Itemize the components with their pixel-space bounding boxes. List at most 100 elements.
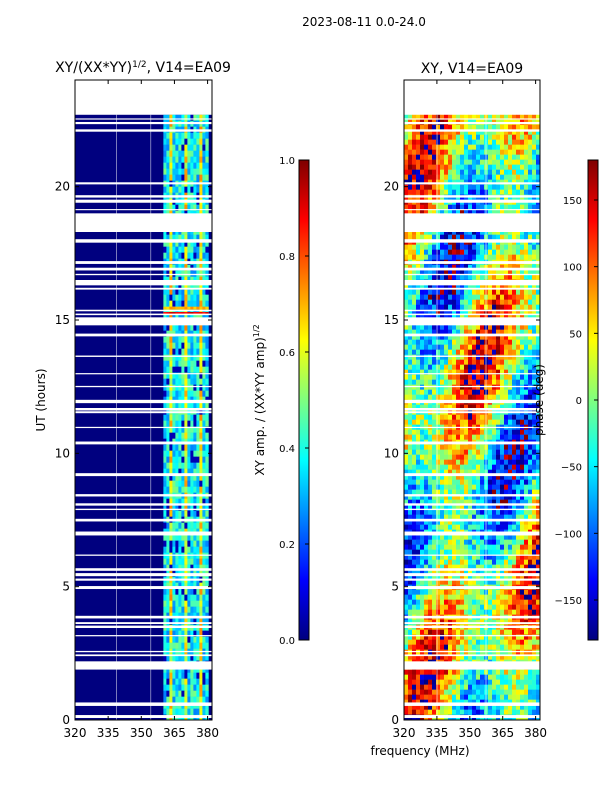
heatmap-cell (181, 157, 184, 163)
heatmap-cell (202, 559, 205, 565)
heatmap-cell (532, 145, 536, 150)
heatmap-cell (476, 480, 480, 485)
heatmap-cell (412, 160, 416, 165)
heatmap-cell (190, 541, 193, 547)
heatmap-cell (172, 457, 175, 463)
heatmap-cell (488, 385, 492, 390)
heatmap-cell (500, 275, 504, 280)
heatmap-cell (416, 145, 420, 150)
heatmap-cell (205, 325, 208, 331)
heatmap-cell (169, 637, 172, 643)
heatmap-cell (512, 190, 516, 195)
heatmap-cell (181, 553, 184, 559)
heatmap-cell (172, 253, 175, 259)
heatmap-cell (472, 420, 476, 425)
heatmap-cell (460, 340, 464, 345)
heatmap-cell (184, 559, 187, 565)
heatmap-cell (532, 305, 536, 310)
heatmap-cell (193, 301, 196, 307)
heatmap-cell (178, 523, 181, 529)
heatmap-cell (448, 290, 452, 295)
heatmap-cell (452, 300, 456, 305)
flagged-row (75, 442, 212, 443)
heatmap-cell (444, 175, 448, 180)
heatmap-cell (187, 379, 190, 385)
heatmap-cell (480, 375, 484, 380)
heatmap-cell (480, 465, 484, 470)
heatmap-cell (512, 185, 516, 190)
heatmap-cell (169, 679, 172, 685)
heatmap-cell (178, 685, 181, 691)
heatmap-cell (496, 275, 500, 280)
heatmap-cell (468, 415, 472, 420)
heatmap-cell (440, 465, 444, 470)
heatmap-cell (205, 535, 208, 541)
heatmap-cell (196, 535, 199, 541)
heatmap-cell (460, 535, 464, 540)
heatmap-cell (404, 135, 408, 140)
heatmap-cell (190, 343, 193, 349)
heatmap-cell (416, 190, 420, 195)
heatmap-cell (428, 250, 432, 255)
heatmap-cell (166, 451, 169, 457)
heatmap-cell (169, 385, 172, 391)
heatmap-cell (480, 485, 484, 490)
heatmap-cell (516, 465, 520, 470)
heatmap-cell (524, 510, 528, 515)
heatmap-cell (181, 619, 184, 625)
heatmap-cell (476, 435, 480, 440)
heatmap-cell (416, 465, 420, 470)
colorbar-tick-label: 0.2 (279, 540, 295, 551)
heatmap-cell (488, 355, 492, 360)
heatmap-cell (472, 350, 476, 355)
heatmap-cell (202, 301, 205, 307)
heatmap-cell (404, 300, 408, 305)
heatmap-cell (508, 450, 512, 455)
heatmap-cell (175, 367, 178, 373)
heatmap-cell (440, 135, 444, 140)
heatmap-cell (472, 430, 476, 435)
heatmap-cell (184, 385, 187, 391)
heatmap-cell (181, 175, 184, 181)
heatmap-cell (516, 395, 520, 400)
heatmap-cell (199, 451, 202, 457)
heatmap-cell (424, 160, 428, 165)
heatmap-cell (175, 157, 178, 163)
heatmap-cell (187, 385, 190, 391)
heatmap-cell (512, 345, 516, 350)
heatmap-cell (184, 151, 187, 157)
heatmap-cell (190, 253, 193, 259)
heatmap-cell (187, 523, 190, 529)
heatmap-cell (480, 590, 484, 595)
heatmap-cell (163, 463, 166, 469)
heatmap-cell (476, 160, 480, 165)
heatmap-cell (163, 367, 166, 373)
heatmap-cell (460, 245, 464, 250)
heatmap-cell (190, 295, 193, 301)
heatmap-cell (448, 480, 452, 485)
heatmap-cell (496, 435, 500, 440)
heatmap-cell (420, 390, 424, 395)
heatmap-cell (416, 135, 420, 140)
heatmap-cell (520, 185, 524, 190)
heatmap-cell (460, 160, 464, 165)
heatmap-cell (448, 170, 452, 175)
heatmap-cell (452, 140, 456, 145)
heatmap-cell (448, 145, 452, 150)
heatmap-cell (169, 553, 172, 559)
heatmap-cell (476, 245, 480, 250)
heatmap-cell (524, 600, 528, 605)
heatmap-cell (448, 460, 452, 465)
heatmap-cell (508, 355, 512, 360)
heatmap-cell (508, 185, 512, 190)
heatmap-cell (520, 295, 524, 300)
heatmap-cell (528, 485, 532, 490)
heatmap-cell (163, 691, 166, 697)
heatmap-cell (444, 480, 448, 485)
heatmap-cell (452, 485, 456, 490)
heatmap-cell (412, 365, 416, 370)
heatmap-cell (404, 170, 408, 175)
heatmap-cell (504, 165, 508, 170)
heatmap-cell (193, 325, 196, 331)
heatmap-cell (181, 145, 184, 151)
